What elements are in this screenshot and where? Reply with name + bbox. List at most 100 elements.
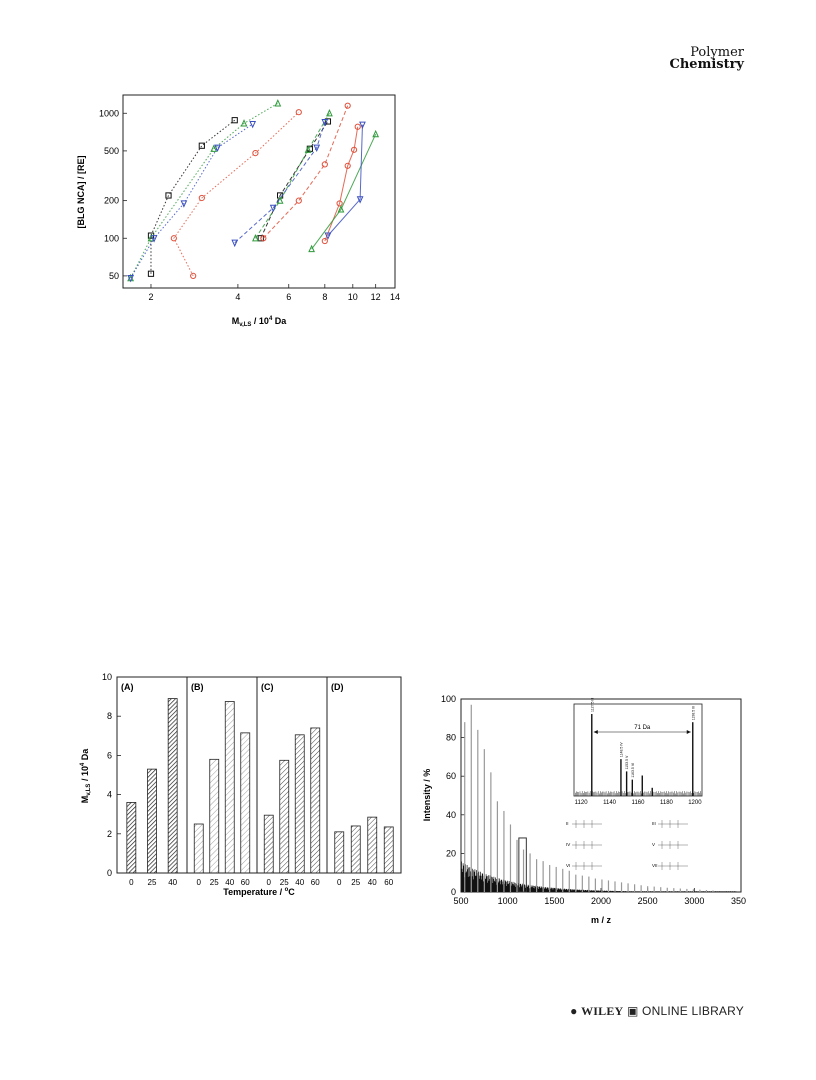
structure-label: IV — [566, 842, 570, 847]
x-tick-label: 0 — [129, 878, 134, 887]
structure-label: III — [652, 821, 656, 826]
x-tick-label: 25 — [280, 878, 289, 887]
x-tick-label: 40 — [168, 878, 177, 887]
inset-peak-label: 1163.5 VI — [631, 763, 635, 778]
x-tick-label: 2500 — [638, 896, 658, 906]
bar — [310, 727, 321, 874]
bar — [334, 831, 345, 874]
panel-label: (C) — [261, 682, 274, 692]
data-point — [147, 270, 155, 277]
x-tick-label: 14 — [390, 292, 400, 302]
series-line — [327, 124, 363, 236]
spectrum-baseline — [461, 861, 737, 892]
data-point — [354, 123, 361, 130]
y-tick-label: 8 — [107, 711, 112, 721]
inset-x-tick-label: 1180 — [660, 800, 674, 806]
arrow-left-icon — [593, 730, 598, 734]
data-point — [344, 162, 351, 169]
bar — [167, 698, 178, 874]
bar — [279, 759, 290, 874]
y-tick-label: 0 — [107, 868, 112, 878]
x-tick-label: 2000 — [591, 896, 611, 906]
x-tick-label: 0 — [337, 878, 342, 887]
y-tick-label: 100 — [104, 233, 119, 243]
inset-peak-label: 1148.5 IV — [619, 742, 623, 757]
bar — [209, 758, 220, 874]
chemical-structure-icon — [572, 820, 602, 828]
data-point — [326, 108, 333, 117]
data-point — [240, 119, 248, 127]
inset-x-tick-label: 1200 — [688, 800, 702, 806]
x-tick-label: 10 — [348, 292, 358, 302]
structure-label: VI — [566, 863, 570, 868]
x-tick-label: 25 — [210, 878, 219, 887]
data-point — [180, 200, 188, 208]
y-tick-label: 10 — [102, 672, 112, 682]
x-tick-label: 6 — [286, 292, 291, 302]
data-point — [269, 204, 277, 213]
x-tick-label: 40 — [225, 878, 234, 887]
y-tick-label: 100 — [441, 694, 456, 704]
chemical-structure-icon — [658, 841, 688, 849]
y-tick-label: 80 — [446, 733, 456, 743]
data-point — [295, 197, 302, 204]
data-point — [231, 239, 239, 248]
data-point — [321, 237, 328, 245]
data-point — [249, 120, 257, 129]
x-tick-label: 60 — [384, 878, 393, 887]
data-point — [344, 102, 351, 109]
series-line — [234, 121, 326, 244]
series-line — [150, 119, 236, 274]
inset-x-tick-label: 1160 — [632, 800, 646, 806]
x-tick-label: 0 — [197, 878, 202, 887]
x-tick-label: 2 — [148, 292, 153, 302]
y-tick-label: 50 — [109, 271, 119, 281]
data-point — [231, 117, 238, 124]
bar-y-axis-label: Mv,LS / 104 Da — [80, 748, 92, 804]
chemical-structure-icon — [572, 862, 602, 870]
y-tick-label: 200 — [104, 196, 119, 206]
inset-peak-label: 1153.5 V — [625, 755, 629, 769]
series-line — [255, 113, 330, 239]
x-tick-label: 40 — [368, 878, 377, 887]
x-tick-label: 40 — [295, 878, 304, 887]
structure-label: V — [652, 842, 655, 847]
journal-line-1: Polymer — [690, 45, 744, 60]
series-line — [260, 121, 329, 239]
series-line — [130, 102, 279, 279]
bar — [294, 734, 305, 874]
data-point — [321, 161, 328, 168]
y-tick-label: 40 — [446, 810, 456, 820]
inset-peak-label: 1198.5 III — [691, 706, 695, 720]
chemical-structure-icon — [658, 862, 688, 870]
data-point — [252, 233, 259, 242]
bar — [224, 701, 235, 874]
data-point — [304, 145, 312, 153]
publisher-footer: ● WILEY ▣ ONLINE LIBRARY — [570, 1004, 744, 1019]
series-line — [173, 111, 300, 277]
data-point — [324, 232, 332, 240]
inset-x-tick-label: 1120 — [575, 800, 589, 806]
series-line — [130, 123, 253, 279]
chemical-structure-icon — [572, 841, 602, 849]
y-tick-label: 6 — [107, 750, 112, 760]
data-point — [356, 196, 364, 204]
panel-label: (B) — [191, 682, 204, 692]
library-book-icon: ▣ — [626, 1004, 639, 1018]
data-point — [308, 244, 315, 253]
journal-line-2: Chemistry — [669, 57, 745, 72]
structure-label: VII — [652, 863, 658, 868]
data-point — [324, 118, 332, 125]
data-point — [198, 194, 205, 202]
data-point — [260, 235, 267, 242]
data-point — [190, 272, 197, 279]
arrow-right-icon — [686, 730, 691, 734]
data-point — [150, 235, 158, 243]
x-tick-label: 25 — [148, 878, 157, 887]
x-tick-label: 500 — [453, 896, 468, 906]
plot-area — [122, 94, 396, 289]
ms-x-axis-label: m / z — [591, 915, 612, 925]
bar — [126, 802, 137, 874]
